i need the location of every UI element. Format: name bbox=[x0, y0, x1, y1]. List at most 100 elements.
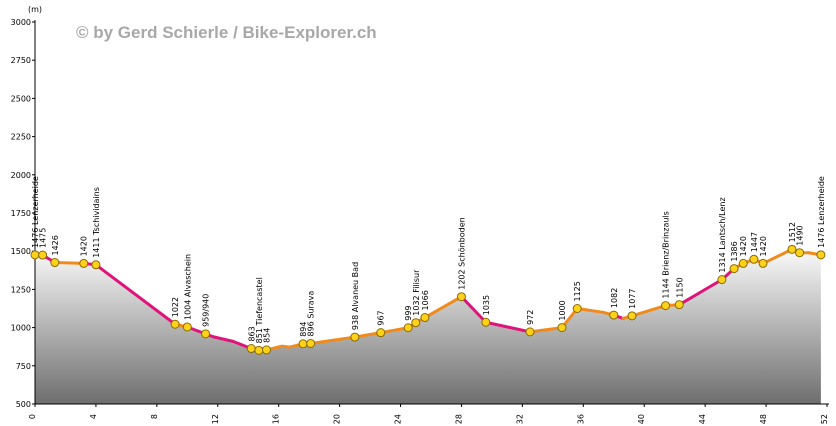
waypoint-marker bbox=[661, 301, 671, 311]
waypoint-label: 894 bbox=[299, 322, 308, 337]
waypoint-label: 999 bbox=[404, 305, 413, 320]
waypoint-label: 1032 Filisur bbox=[412, 269, 421, 316]
waypoint-label: 1035 bbox=[482, 295, 491, 315]
waypoint-marker bbox=[572, 304, 582, 313]
waypoint-marker bbox=[609, 310, 619, 320]
waypoint-label: 896 Surava bbox=[307, 291, 316, 337]
x-tick-label: 12 bbox=[211, 414, 220, 424]
profile-segment bbox=[761, 247, 794, 265]
waypoint-marker bbox=[403, 323, 413, 333]
profile-segment bbox=[528, 326, 564, 334]
y-tick-label: 2000 bbox=[11, 171, 31, 180]
x-tick-label: 16 bbox=[272, 414, 281, 424]
profile-segment bbox=[630, 304, 668, 318]
waypoint-label: 1022 bbox=[171, 297, 180, 317]
waypoint-label: 1066 bbox=[421, 290, 430, 310]
waypoint-marker bbox=[674, 300, 684, 310]
y-tick-label: 3000 bbox=[11, 18, 31, 27]
waypoint-marker bbox=[254, 345, 264, 355]
waypoint-marker bbox=[816, 250, 826, 260]
waypoint-label: 972 bbox=[526, 310, 535, 325]
waypoint-marker bbox=[170, 319, 180, 329]
waypoint-label: 1314 Lantsch/Lenz bbox=[718, 197, 727, 272]
waypoint-label: 1476 Lenzerheide bbox=[817, 176, 826, 248]
x-tick-label: 44 bbox=[698, 414, 707, 424]
profile-segment bbox=[309, 335, 357, 345]
profile-segment bbox=[94, 263, 177, 326]
copyright-watermark: © by Gerd Schierle / Bike-Explorer.ch bbox=[76, 23, 377, 42]
waypoint-marker bbox=[350, 332, 360, 342]
waypoint-label: 1420 bbox=[759, 236, 768, 256]
x-tick-label: 40 bbox=[637, 414, 646, 424]
profile-segment bbox=[677, 278, 724, 307]
waypoint-label: 1144 Brienz/Brinzauls bbox=[662, 211, 671, 298]
waypoint-label: 1150 bbox=[675, 277, 684, 297]
profile-segment bbox=[484, 320, 532, 334]
x-tick-label: 28 bbox=[454, 414, 463, 424]
waypoint-label: 1476 Lenzerheide bbox=[31, 176, 40, 248]
waypoint-label: 1386 bbox=[730, 241, 739, 261]
waypoint-label: 1004 Alvaschein bbox=[183, 254, 192, 320]
elevation-area bbox=[35, 249, 821, 404]
waypoint-label: 1000 bbox=[558, 300, 567, 320]
x-tick-label: 48 bbox=[759, 414, 768, 424]
waypoint-marker bbox=[420, 313, 430, 323]
waypoint-marker bbox=[91, 260, 101, 270]
waypoint-marker bbox=[557, 323, 567, 333]
waypoint-label: 1077 bbox=[628, 288, 637, 308]
waypoint-label: 1447 bbox=[750, 232, 759, 252]
profile-segment bbox=[379, 326, 410, 335]
profile-segment bbox=[459, 295, 488, 324]
waypoint-marker bbox=[50, 258, 60, 268]
y-tick-label: 500 bbox=[16, 400, 31, 409]
waypoint-label: 959/940 bbox=[202, 294, 211, 327]
x-tick-label: 52 bbox=[820, 414, 829, 424]
y-tick-label: 1750 bbox=[11, 209, 31, 218]
waypoint-marker bbox=[795, 248, 805, 258]
waypoint-marker bbox=[411, 318, 421, 328]
waypoint-label: 1411 Tschividains bbox=[92, 187, 101, 258]
waypoint-marker bbox=[481, 317, 491, 327]
waypoint-label: 1202 Schönboden bbox=[457, 217, 466, 289]
waypoint-label: 1420 bbox=[739, 236, 748, 256]
waypoint-marker bbox=[525, 327, 535, 337]
x-tick-label: 32 bbox=[515, 414, 524, 424]
waypoint-marker bbox=[38, 250, 48, 260]
x-tick-label: 4 bbox=[89, 414, 98, 419]
waypoint-marker bbox=[787, 244, 797, 254]
waypoint-marker bbox=[738, 258, 748, 268]
y-tick-label: 2750 bbox=[11, 56, 31, 65]
waypoint-marker bbox=[246, 344, 256, 354]
waypoint-marker bbox=[627, 311, 637, 321]
waypoint-label: 1420 bbox=[80, 236, 89, 256]
waypoint-marker bbox=[717, 275, 727, 285]
waypoint-marker bbox=[182, 322, 192, 332]
profile-segment bbox=[53, 261, 86, 265]
waypoint-label: 1082 bbox=[610, 288, 619, 308]
waypoint-label: 1125 bbox=[573, 281, 582, 301]
profile-segment bbox=[211, 335, 235, 343]
x-tick-label: 0 bbox=[28, 414, 37, 419]
waypoint-label: 1475 bbox=[39, 228, 48, 248]
waypoint-label: 1490 bbox=[796, 225, 805, 245]
waypoint-marker bbox=[201, 329, 211, 339]
waypoint-marker bbox=[306, 338, 316, 348]
y-tick-label: 750 bbox=[16, 362, 31, 371]
y-tick-label: 1000 bbox=[11, 324, 31, 333]
y-tick-label: 1500 bbox=[11, 247, 31, 256]
waypoint-label: 854 bbox=[263, 328, 272, 343]
waypoint-marker bbox=[749, 254, 759, 264]
y-tick-label: 2500 bbox=[11, 94, 31, 103]
waypoint-marker bbox=[298, 339, 308, 349]
waypoint-marker bbox=[758, 258, 768, 268]
waypoint-label: 938 Alvaneu Bad bbox=[351, 262, 360, 330]
waypoint-marker bbox=[729, 264, 739, 274]
waypoint-label: 1426 bbox=[51, 235, 60, 255]
x-tick-label: 20 bbox=[333, 414, 342, 424]
waypoint-marker bbox=[79, 258, 89, 268]
waypoint-marker bbox=[376, 328, 386, 338]
x-tick-label: 36 bbox=[576, 414, 585, 424]
waypoint-label: 851 Tiefencastel bbox=[255, 277, 264, 343]
x-tick-label: 8 bbox=[150, 414, 159, 419]
